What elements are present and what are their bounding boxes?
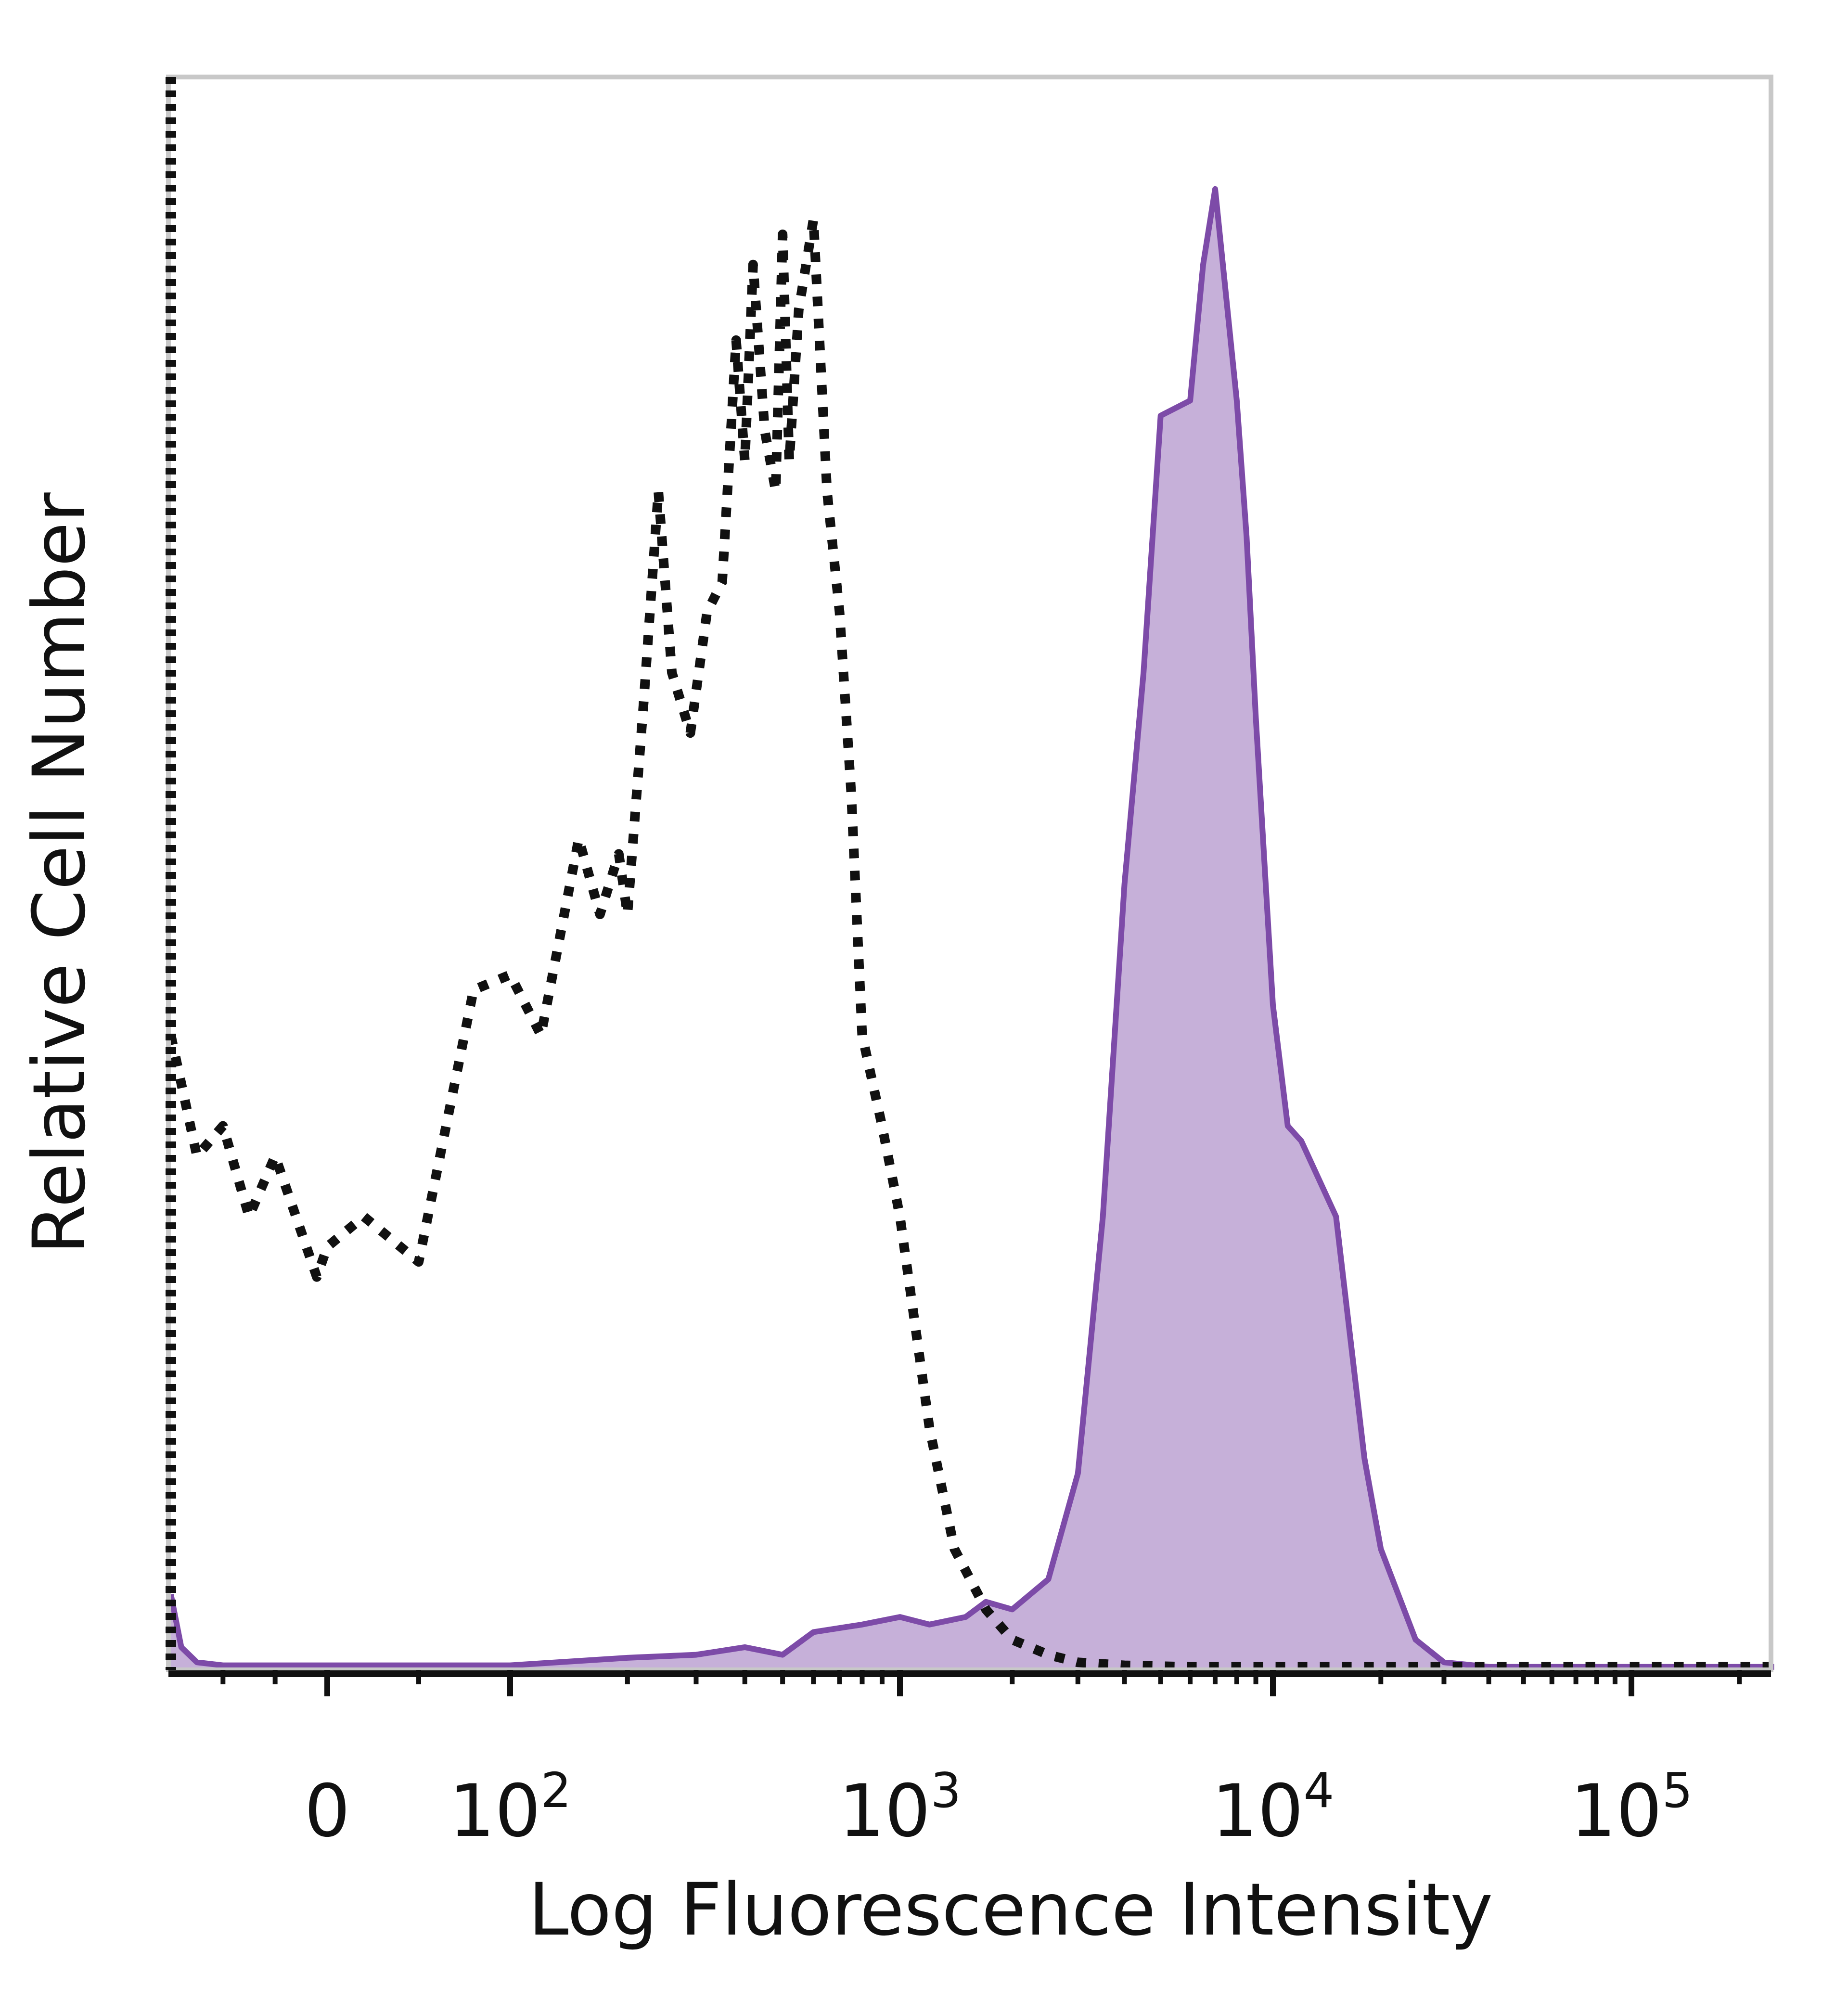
plot-layer: [166, 186, 1774, 1672]
x-tick-label: 104: [1212, 1762, 1335, 1853]
plot-frame: [166, 75, 1773, 1672]
x-tick-label: 103: [839, 1762, 962, 1853]
x-tick-label: 105: [1570, 1762, 1693, 1853]
series-1-line: [168, 186, 1774, 1670]
x-tick-label: 102: [449, 1762, 572, 1853]
x-ticks-layer: 0 102 103 104 105: [220, 1670, 1742, 1853]
series-1-fill: [171, 189, 1774, 1670]
x-axis-title: Log Fluorescence Intensity: [528, 1868, 1493, 1952]
series-0-dotted-line: [166, 214, 1774, 1672]
y-axis-title: Relative Cell Number: [18, 492, 102, 1255]
x-tick-label: 0: [304, 1769, 350, 1853]
